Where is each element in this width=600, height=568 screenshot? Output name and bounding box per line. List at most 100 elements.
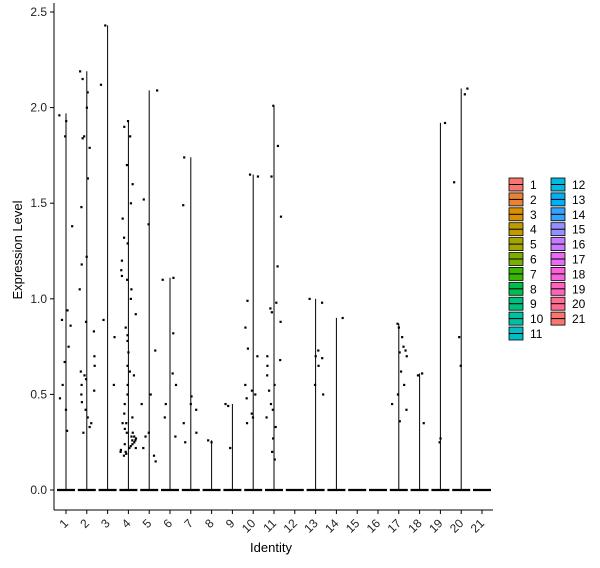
data-point <box>124 450 127 453</box>
data-point <box>466 87 469 90</box>
data-point <box>80 393 83 396</box>
legend-label: 1 <box>530 178 537 192</box>
data-point <box>88 425 91 429</box>
data-point <box>397 326 400 329</box>
data-point <box>133 441 136 444</box>
data-point <box>321 357 324 360</box>
data-point <box>459 364 462 367</box>
data-point <box>152 454 156 457</box>
data-point <box>140 402 143 406</box>
data-point <box>266 374 269 377</box>
data-point <box>244 383 247 387</box>
data-point <box>131 183 134 186</box>
y-tick-label: 1.0 <box>30 292 47 306</box>
data-point <box>147 223 150 226</box>
legend-item-8: 8 <box>508 281 537 296</box>
violin-4 <box>119 120 138 492</box>
data-point <box>104 24 107 27</box>
data-point <box>182 204 185 207</box>
violin-7 <box>181 157 200 492</box>
data-point <box>81 137 84 140</box>
data-point <box>126 364 129 367</box>
data-point <box>248 173 252 176</box>
data-point <box>272 437 275 440</box>
violin-group <box>57 25 491 492</box>
data-point <box>129 445 132 448</box>
legend-item-2: 2 <box>508 192 537 207</box>
data-point <box>80 401 84 404</box>
data-point <box>174 383 178 387</box>
legend-label: 10 <box>530 312 544 326</box>
x-tick-label: 3 <box>98 516 113 531</box>
data-point <box>401 336 404 339</box>
violin-11 <box>265 105 283 492</box>
data-point <box>121 422 124 425</box>
legend-label: 17 <box>572 253 586 267</box>
legend-item-18: 18 <box>550 266 586 281</box>
data-point <box>65 119 68 123</box>
data-point <box>125 278 129 281</box>
data-point <box>317 349 320 352</box>
data-point <box>84 408 87 411</box>
x-tick-label: 12 <box>281 516 301 536</box>
data-point <box>124 326 127 329</box>
data-point <box>416 374 420 377</box>
data-point <box>171 372 174 375</box>
x-tick-label: 1 <box>56 516 71 531</box>
data-point <box>149 393 152 396</box>
data-point <box>120 269 123 272</box>
x-tick-label: 18 <box>405 516 425 536</box>
data-point <box>126 339 129 343</box>
data-point <box>128 370 131 373</box>
legend-label: 19 <box>572 282 586 296</box>
data-point <box>127 351 130 354</box>
legend-item-7: 7 <box>508 266 537 281</box>
legend-item-20: 20 <box>550 296 586 311</box>
data-point <box>275 301 278 304</box>
data-point <box>245 422 249 425</box>
data-point <box>85 106 88 109</box>
data-point <box>320 301 324 304</box>
data-point <box>147 431 150 434</box>
data-point <box>184 441 187 444</box>
data-point <box>69 324 72 327</box>
data-point <box>84 320 88 323</box>
data-point <box>132 374 136 377</box>
data-point <box>172 332 175 335</box>
legend-label: 15 <box>572 223 586 237</box>
data-point <box>93 389 96 392</box>
x-axis: 1 2 3 4 5 6 7 8 9 10 11 12 13 14 15 16 17 18 19 20 21 <box>54 509 493 536</box>
jitter-points <box>58 24 469 463</box>
data-point <box>341 316 344 320</box>
data-point <box>123 402 126 406</box>
x-tick-label: 15 <box>343 516 363 536</box>
x-tick-label: 13 <box>301 516 321 536</box>
violin-1 <box>57 113 75 492</box>
data-point <box>266 364 269 367</box>
data-point <box>273 458 276 461</box>
data-point <box>126 334 129 337</box>
data-point <box>84 378 88 381</box>
legend-label: 4 <box>530 223 537 237</box>
data-point <box>71 225 74 228</box>
data-point <box>317 364 320 367</box>
legend-item-6: 6 <box>508 252 537 267</box>
data-point <box>129 202 133 205</box>
data-point <box>79 70 82 73</box>
x-tick-label: 7 <box>181 516 196 531</box>
data-point <box>80 383 83 387</box>
data-point <box>404 349 407 352</box>
legend-label: 14 <box>572 208 586 222</box>
data-point <box>313 383 317 387</box>
data-point <box>81 77 84 81</box>
legend-label: 5 <box>530 238 537 252</box>
data-point <box>439 437 442 440</box>
x-tick-label: 5 <box>140 516 155 531</box>
data-point <box>60 318 64 322</box>
data-point <box>128 446 131 450</box>
data-point <box>131 439 134 442</box>
legend-item-15: 15 <box>550 222 586 237</box>
data-point <box>123 427 126 431</box>
legend-item-10: 10 <box>508 311 544 326</box>
